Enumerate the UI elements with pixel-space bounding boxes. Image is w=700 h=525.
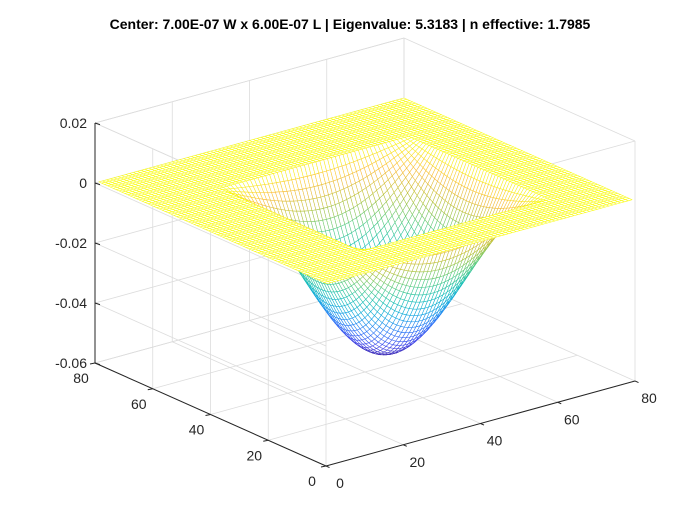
axes-box-edge <box>94 37 405 124</box>
surface-mesh <box>98 97 633 356</box>
chart-title: Center: 7.00E-07 W x 6.00E-07 L | Eigenv… <box>109 16 591 32</box>
y-grid-line <box>268 354 578 441</box>
axes-box-edge <box>403 37 636 142</box>
z-grid-line <box>94 302 327 407</box>
z-grid-line <box>94 242 327 347</box>
y-grid-line <box>210 329 520 415</box>
z-grid-line <box>94 182 327 287</box>
